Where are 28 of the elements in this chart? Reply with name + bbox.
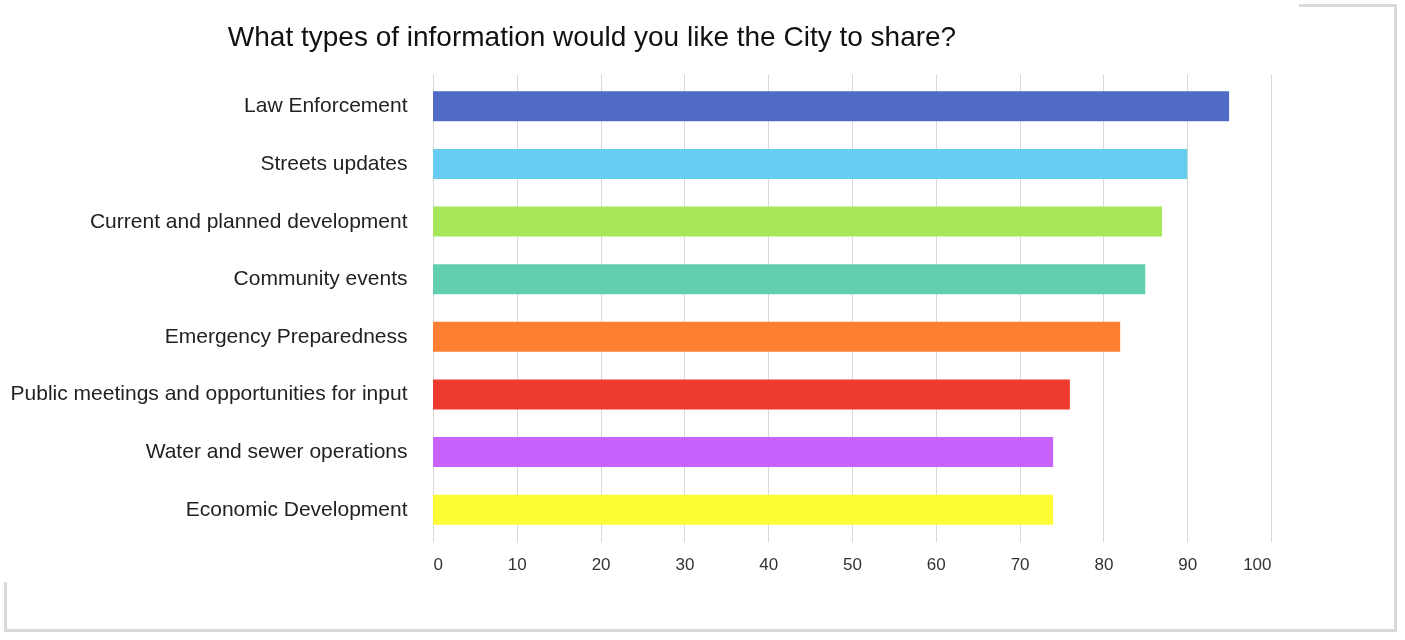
y-tick-label: Water and sewer operations <box>145 439 408 463</box>
x-tick-label: 10 <box>507 554 527 574</box>
bar <box>433 379 1070 410</box>
x-tick-label: 40 <box>759 554 779 574</box>
bar <box>433 264 1146 295</box>
bar <box>433 321 1121 352</box>
x-tick-label: 60 <box>926 554 946 574</box>
x-tick-label: 50 <box>843 554 862 574</box>
y-tick-label: Current and planned development <box>89 208 408 232</box>
x-tick-label: 20 <box>591 554 611 574</box>
y-tick-label: Emergency Preparedness <box>164 323 408 347</box>
bar <box>433 206 1163 237</box>
x-tick-label: 30 <box>675 554 695 574</box>
bar <box>433 148 1188 179</box>
x-tick-label: 90 <box>1178 554 1198 574</box>
bar <box>433 437 1054 468</box>
y-tick-label: Law Enforcement <box>244 93 408 117</box>
y-tick-label: Community events <box>233 266 408 290</box>
y-tick-label: Public meetings and opportunities for input <box>10 381 408 405</box>
y-tick-label: Streets updates <box>260 150 408 174</box>
x-tick-label: 80 <box>1094 554 1114 574</box>
x-tick-label: 0 <box>433 554 443 574</box>
chart-title: What types of information would you like the City to share? <box>227 21 957 52</box>
bar <box>433 494 1054 525</box>
x-tick-label: 70 <box>1010 554 1030 574</box>
bar <box>433 91 1230 122</box>
y-tick-label: Economic Development <box>185 496 408 520</box>
x-tick-label: 100 <box>1243 554 1272 574</box>
